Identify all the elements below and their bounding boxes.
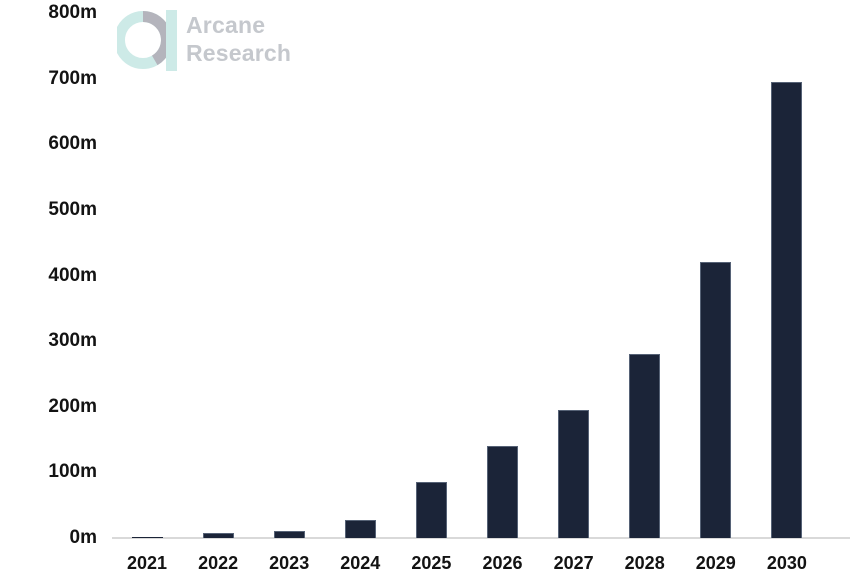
y-axis-tick-300m: 300m: [48, 330, 97, 352]
y-axis-tick-800m: 800m: [48, 2, 97, 23]
x-axis-tick-2024: 2024: [340, 553, 381, 573]
x-axis-tick-2025: 2025: [411, 553, 452, 573]
y-axis-tick-700m: 700m: [48, 67, 97, 89]
bar-2030: [771, 81, 803, 538]
logo-wordmark-line1: Arcane: [186, 12, 266, 38]
bar-2029: [700, 262, 732, 538]
x-axis-tick-2022: 2022: [198, 553, 239, 573]
bar-2027: [558, 410, 590, 538]
bar-2026: [487, 446, 518, 538]
x-axis-tick-2023: 2023: [269, 553, 310, 573]
arcane-logo-a-mark: [117, 10, 177, 71]
bar-2025: [415, 482, 447, 538]
logo-wordmark-line2: Research: [186, 40, 292, 66]
x-axis-tick-2026: 2026: [482, 553, 523, 573]
y-axis-tick-200m: 200m: [48, 395, 97, 417]
y-axis-tick-600m: 600m: [48, 133, 97, 155]
bar-2023: [273, 530, 305, 538]
y-axis-tick-100m: 100m: [48, 461, 97, 483]
bar-2024: [344, 519, 376, 538]
x-axis-tick-2030: 2030: [766, 553, 807, 573]
x-axis-tick-2027: 2027: [553, 553, 594, 573]
x-axis-tick-2029: 2029: [695, 553, 736, 573]
y-axis-tick-400m: 400m: [48, 264, 97, 286]
x-axis-line: [112, 537, 850, 539]
logo-wordmark: Arcane Research: [186, 7, 291, 67]
x-axis-tick-2021: 2021: [126, 553, 168, 573]
x-axis-tick-2028: 2028: [624, 553, 665, 573]
y-axis-tick-0m: 0m: [69, 527, 97, 548]
arcane-research-logo: Arcane Research: [117, 7, 291, 71]
bar-2022: [202, 533, 234, 538]
bar-2021: [131, 537, 163, 538]
y-axis-tick-500m: 500m: [48, 198, 97, 220]
bar-2028: [629, 354, 661, 538]
